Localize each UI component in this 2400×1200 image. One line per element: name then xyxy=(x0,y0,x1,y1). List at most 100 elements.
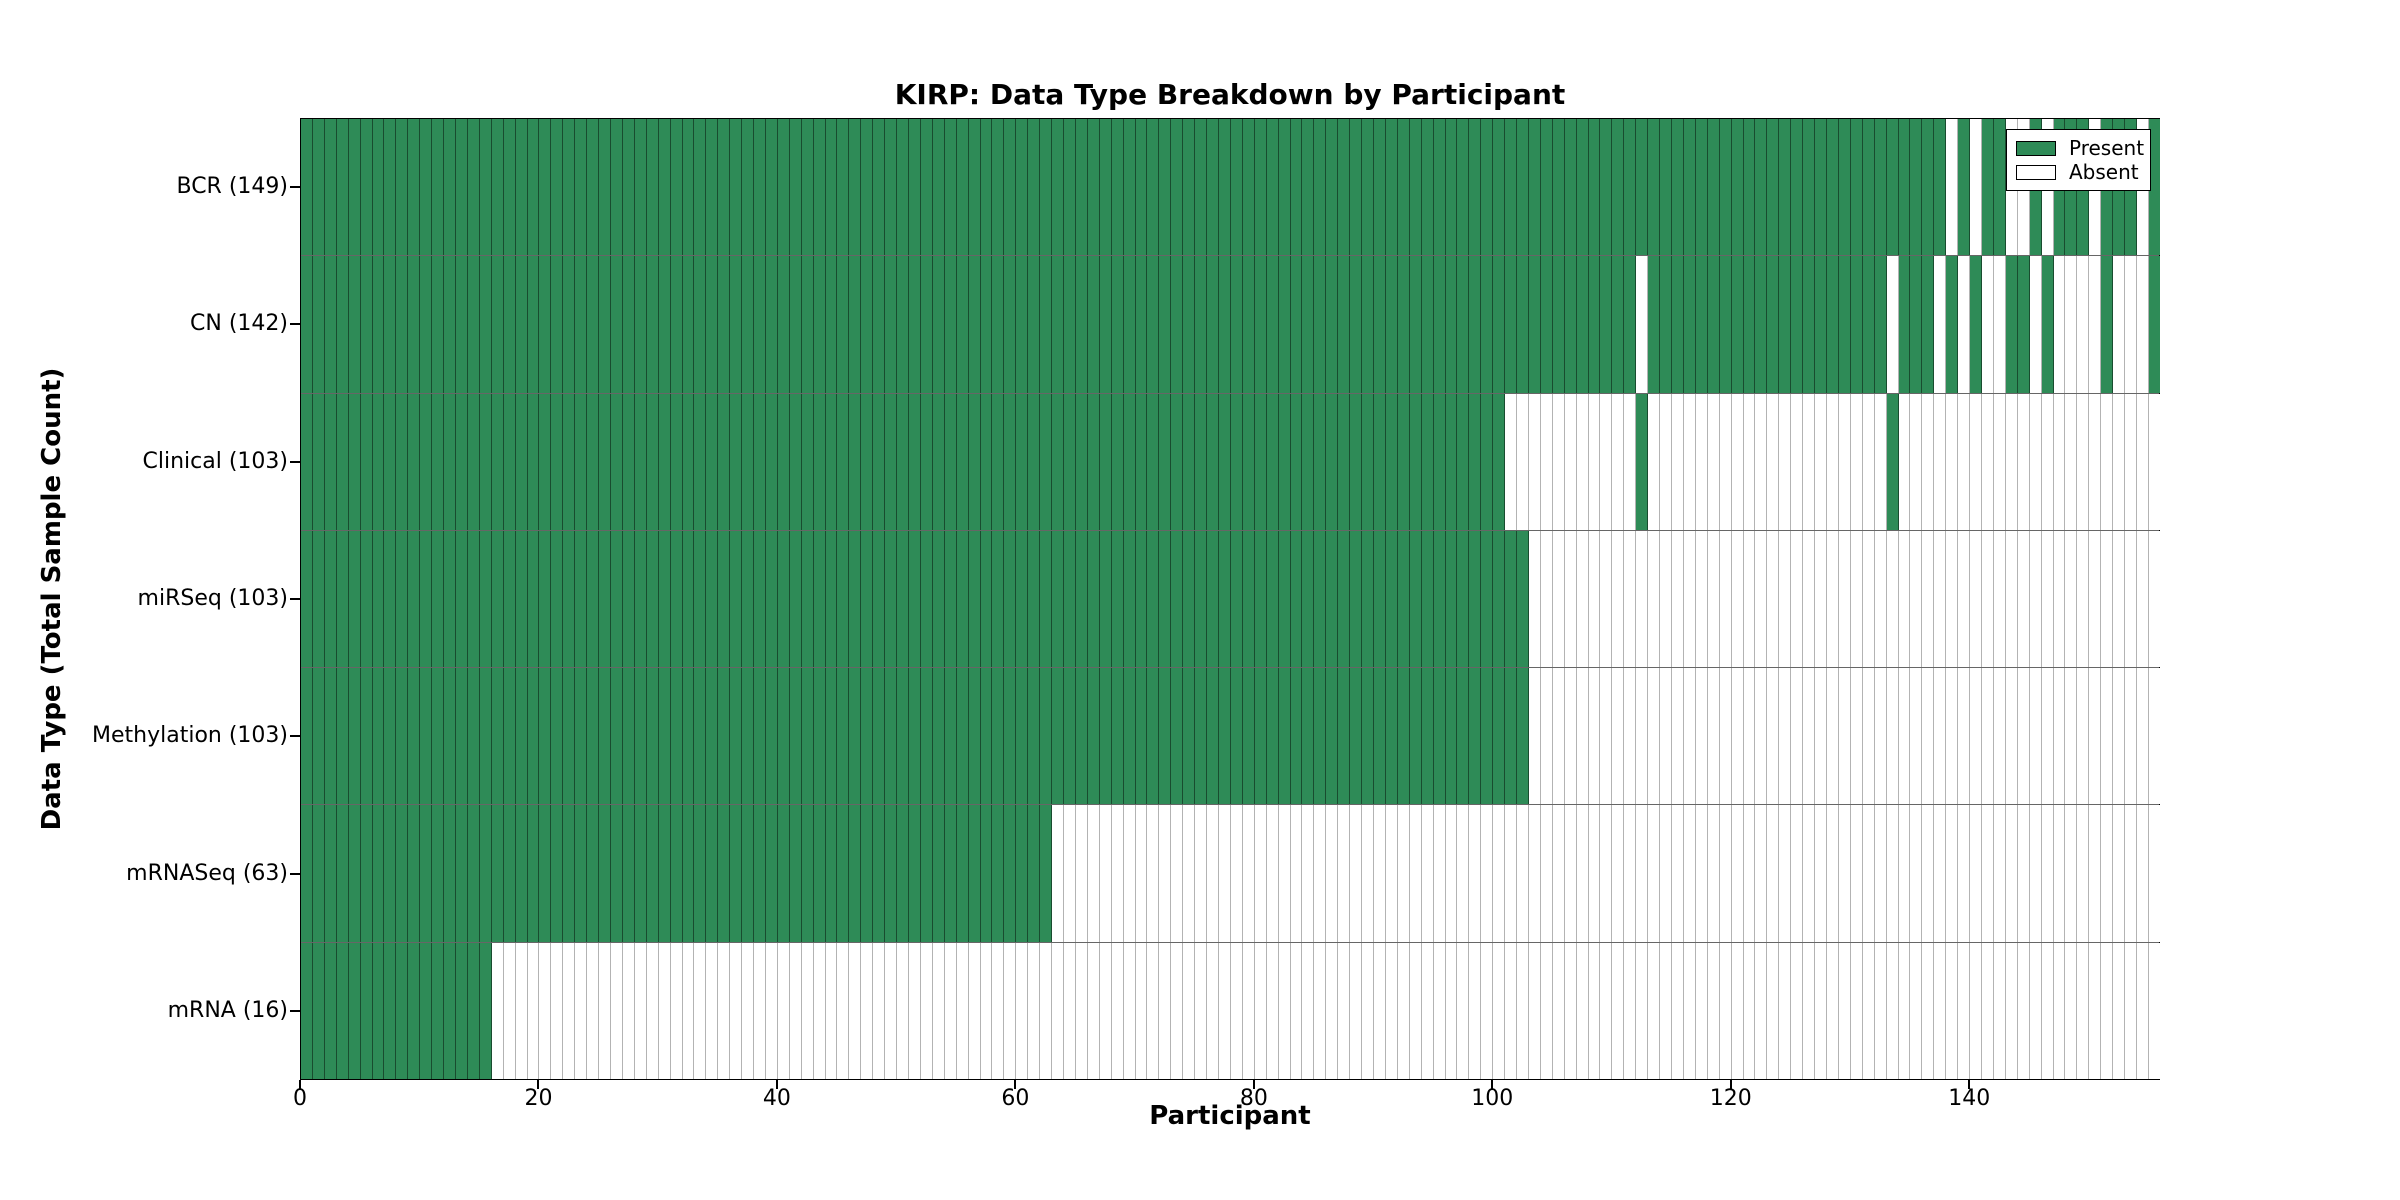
present-cell xyxy=(539,805,552,942)
present-cell xyxy=(1648,256,1661,393)
present-cell xyxy=(2148,119,2160,256)
present-cell xyxy=(849,805,862,942)
x-axis-label: Participant xyxy=(1149,1101,1311,1131)
present-cell xyxy=(754,668,766,805)
absent-cell xyxy=(2136,530,2149,668)
present-cell xyxy=(396,805,409,942)
absent-cell xyxy=(849,942,862,1079)
absent-cell xyxy=(1815,393,1827,530)
absent-cell xyxy=(1481,942,1494,1079)
present-cell xyxy=(563,256,576,393)
present-cell xyxy=(1147,393,1160,530)
present-cell xyxy=(670,668,683,805)
present-cell xyxy=(1505,119,1518,256)
absent-cell xyxy=(1874,393,1887,530)
absent-cell xyxy=(1600,805,1613,942)
absent-cell xyxy=(1922,942,1935,1079)
present-cell xyxy=(634,119,647,256)
absent-cell xyxy=(1612,393,1625,530)
absent-cell xyxy=(1648,393,1661,530)
present-cell xyxy=(539,530,552,668)
absent-cell xyxy=(1576,942,1589,1079)
absent-cell xyxy=(2065,256,2078,393)
present-cell xyxy=(1838,119,1851,256)
present-cell xyxy=(909,393,921,530)
present-cell xyxy=(932,668,945,805)
absent-cell xyxy=(2017,393,2030,530)
present-cell xyxy=(1421,393,1434,530)
present-cell xyxy=(432,256,445,393)
absent-cell xyxy=(2041,393,2054,530)
absent-cell xyxy=(1028,942,1041,1079)
absent-cell xyxy=(1958,393,1971,530)
present-cell xyxy=(408,393,421,530)
absent-cell xyxy=(2077,942,2090,1079)
present-cell xyxy=(1254,393,1267,530)
absent-cell xyxy=(1016,942,1029,1079)
absent-cell xyxy=(1850,393,1863,530)
present-cell xyxy=(1040,805,1053,942)
present-cell xyxy=(1242,668,1255,805)
present-cell xyxy=(515,805,528,942)
present-cell xyxy=(1266,256,1279,393)
present-cell xyxy=(1576,256,1589,393)
present-cell xyxy=(777,256,790,393)
absent-cell xyxy=(1862,668,1875,805)
absent-cell xyxy=(1552,668,1565,805)
present-cell xyxy=(813,805,826,942)
absent-cell xyxy=(1600,393,1613,530)
present-cell xyxy=(455,256,468,393)
present-cell xyxy=(1171,530,1184,668)
present-cell xyxy=(1695,256,1708,393)
absent-cell xyxy=(1052,805,1064,942)
present-cell xyxy=(1612,119,1625,256)
present-cell xyxy=(1767,256,1780,393)
absent-cell xyxy=(1695,668,1708,805)
absent-cell xyxy=(1910,942,1923,1079)
absent-cell xyxy=(2089,805,2102,942)
absent-cell xyxy=(1159,805,1172,942)
absent-cell xyxy=(1683,530,1696,668)
present-cell xyxy=(694,668,707,805)
absent-cell xyxy=(1970,668,1982,805)
present-cell xyxy=(420,393,433,530)
present-cell xyxy=(515,119,528,256)
absent-cell xyxy=(1493,805,1506,942)
present-cell xyxy=(301,119,313,256)
present-cell xyxy=(897,668,910,805)
absent-cell xyxy=(1981,256,1994,393)
present-cell xyxy=(622,256,635,393)
absent-cell xyxy=(1958,942,1971,1079)
absent-cell xyxy=(1850,942,1863,1079)
absent-cell xyxy=(1838,530,1851,668)
present-cell xyxy=(968,256,981,393)
absent-cell xyxy=(2029,393,2042,530)
present-cell xyxy=(408,119,421,256)
present-cell xyxy=(1135,393,1148,530)
present-cell xyxy=(1135,119,1148,256)
present-cell xyxy=(849,393,862,530)
present-cell xyxy=(444,942,456,1079)
present-cell xyxy=(801,530,814,668)
present-cell xyxy=(1385,530,1398,668)
present-cell xyxy=(956,256,969,393)
absent-cell xyxy=(1981,393,1994,530)
absent-cell xyxy=(1540,668,1553,805)
present-cell xyxy=(718,668,731,805)
present-cell xyxy=(539,119,552,256)
present-cell xyxy=(301,256,313,393)
y-tick-mark xyxy=(290,1010,300,1013)
present-cell xyxy=(420,119,433,256)
present-cell xyxy=(932,256,945,393)
absent-cell xyxy=(1981,805,1994,942)
absent-cell xyxy=(2065,530,2078,668)
absent-cell xyxy=(1898,668,1911,805)
present-cell xyxy=(1755,119,1768,256)
absent-cell xyxy=(1660,805,1673,942)
absent-cell xyxy=(968,942,981,1079)
present-cell xyxy=(1660,119,1673,256)
present-cell xyxy=(825,668,838,805)
absent-cell xyxy=(2089,530,2102,668)
present-cell xyxy=(1981,119,1994,256)
absent-cell xyxy=(2053,668,2066,805)
